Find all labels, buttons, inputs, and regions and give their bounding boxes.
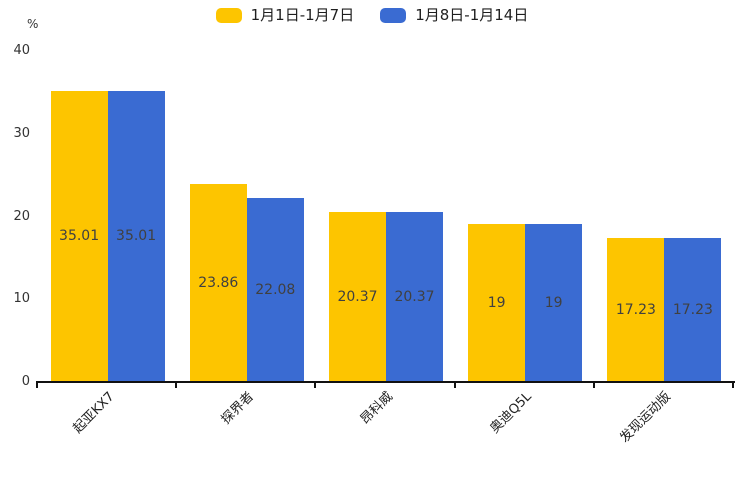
bar-series-2-起亚KX7[interactable]: 35.01 (107, 91, 165, 381)
legend-item-series-1[interactable]: 1月1日-1月7日 (215, 6, 355, 24)
bar-value-label: 17.23 (672, 301, 713, 318)
x-axis-category-label: 昂科威 (357, 389, 396, 428)
legend: 1月1日-1月7日 1月8日-1月14日 (0, 8, 744, 23)
y-axis-tick-label: 0 (21, 374, 30, 389)
legend-swatch-icon (215, 8, 242, 23)
bar-value-label: 20.37 (337, 288, 378, 305)
bar-series-2-探界者[interactable]: 22.08 (246, 198, 304, 381)
bar-series-1-奥迪Q5L[interactable]: 19 (468, 224, 526, 381)
bar-value-label: 35.01 (116, 228, 157, 244)
x-axis-tick (314, 383, 317, 388)
x-axis-tick (36, 383, 38, 388)
x-axis-category-label: 奥迪Q5L (487, 389, 536, 437)
x-axis-category-label: 探界者 (218, 389, 257, 428)
x-axis-tick (175, 383, 178, 388)
x-axis-tick (453, 383, 456, 388)
bar-series-2-发现运动版[interactable]: 17.23 (664, 238, 722, 381)
bar-value-label: 19 (487, 294, 506, 311)
plot-area: 35.01 35.01 23.86 22.08 20.37 20.37 19 19 17.23 1… (38, 50, 734, 381)
legend-item-series-2[interactable]: 1月8日-1月14日 (380, 8, 528, 23)
legend-label: 1月1日-1月7日 (250, 6, 355, 24)
y-axis-tick-label: 30 (13, 125, 30, 141)
bar-value-label: 19 (544, 294, 563, 311)
bar-value-label: 17.23 (615, 301, 656, 318)
bar-value-label: 20.37 (394, 288, 435, 305)
bar-series-1-昂科威[interactable]: 20.37 (329, 212, 386, 381)
x-axis-line (36, 381, 735, 383)
bar-series-1-发现运动版[interactable]: 17.23 (607, 238, 665, 381)
x-axis-category-label: 起亚KX7 (70, 389, 118, 437)
y-axis-tick-label: 40 (13, 43, 30, 58)
bar-value-label: 22.08 (255, 281, 296, 298)
legend-swatch-icon (380, 8, 407, 23)
bar-series-2-昂科威[interactable]: 20.37 (386, 212, 443, 381)
y-axis-tick-label: 10 (13, 291, 30, 307)
y-axis-tick-label: 20 (13, 208, 30, 224)
x-axis-tick (732, 383, 734, 388)
bar-series-1-起亚KX7[interactable]: 35.01 (50, 91, 108, 381)
bar-series-1-探界者[interactable]: 23.86 (189, 184, 247, 381)
bar-value-label: 35.01 (59, 228, 100, 244)
bar-series-2-奥迪Q5L[interactable]: 19 (525, 224, 583, 381)
x-axis-tick (592, 383, 595, 388)
y-axis-unit-label: % (27, 17, 39, 31)
legend-label: 1月8日-1月14日 (415, 6, 529, 24)
x-axis-category-label: 发现运动版 (617, 389, 675, 446)
bar-value-label: 23.86 (198, 274, 239, 291)
